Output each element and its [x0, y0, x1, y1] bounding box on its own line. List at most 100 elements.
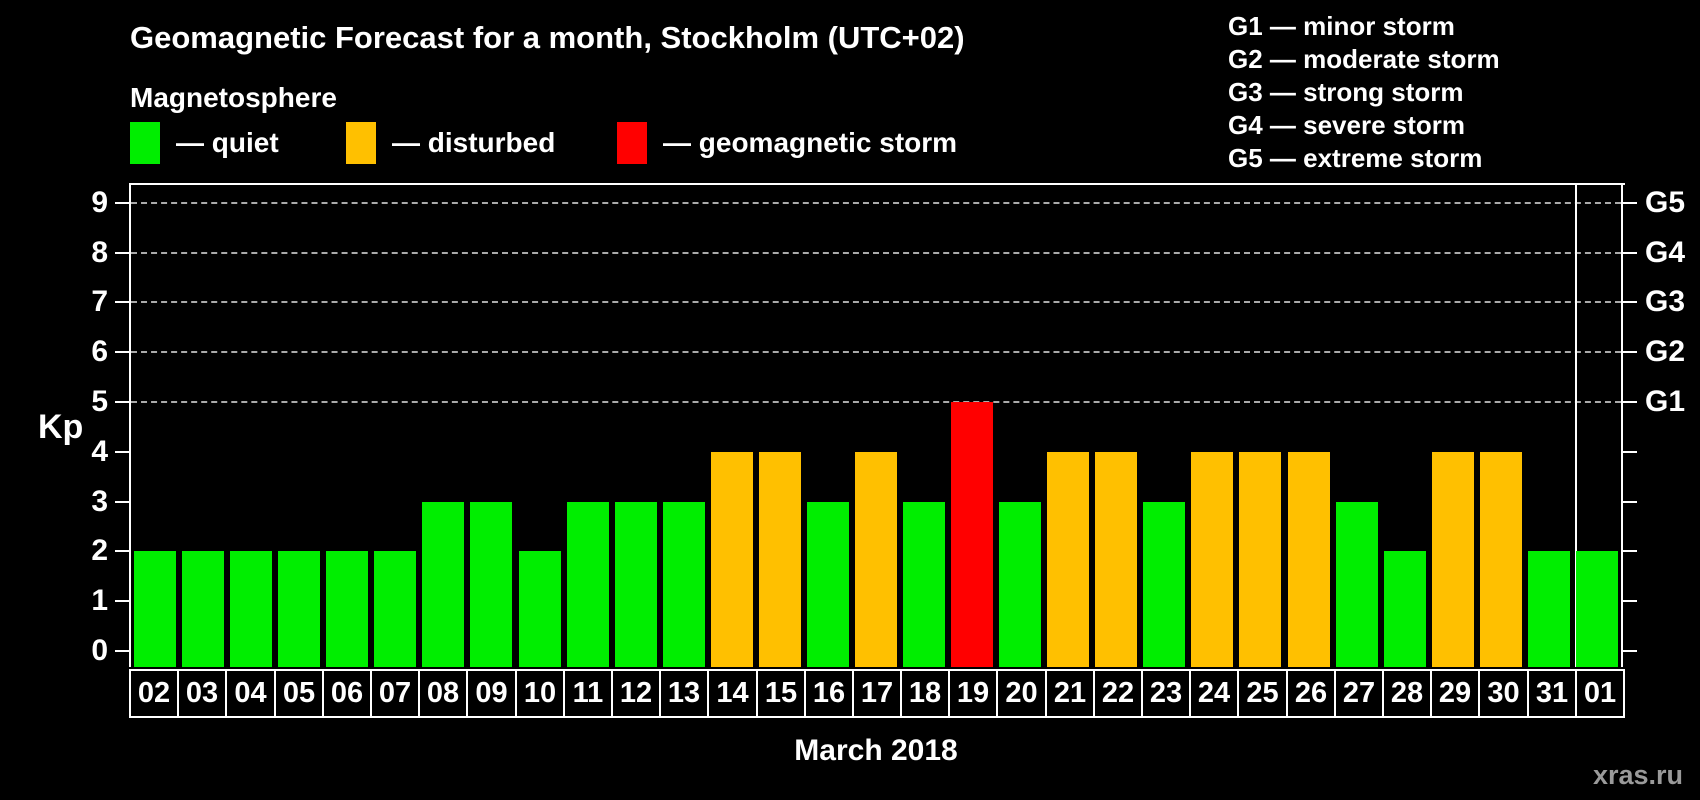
right-axis-tick: [1623, 351, 1637, 353]
y-axis-tick: [115, 600, 129, 602]
gridline-kp6: [131, 351, 1621, 353]
x-axis-day-cell: 07: [370, 669, 420, 718]
kp-bar-day-21: [1047, 452, 1089, 667]
kp-bar-day-24: [1191, 452, 1233, 667]
storm-scale-g2: G2 — moderate storm: [1228, 44, 1500, 74]
kp-bar-day-29: [1432, 452, 1474, 667]
right-axis-tick: [1623, 501, 1637, 503]
right-axis-tick: [1623, 252, 1637, 254]
x-axis-day-cell: 31: [1527, 669, 1577, 718]
kp-bar-day-18: [903, 502, 945, 667]
x-axis-day-cell: 18: [900, 669, 950, 718]
x-axis-day-cell: 15: [756, 669, 806, 718]
x-axis-day-cell: 26: [1286, 669, 1336, 718]
gridline-kp7: [131, 301, 1621, 303]
y-axis-tick: [115, 501, 129, 503]
x-axis-day-cell: 10: [515, 669, 565, 718]
kp-bar-day-05: [278, 551, 320, 667]
kp-bar-day-16: [807, 502, 849, 667]
kp-bar-day-10: [519, 551, 561, 667]
kp-bar-day-09: [470, 502, 512, 667]
storm-color-swatch: [617, 122, 647, 164]
kp-bar-day-31: [1528, 551, 1570, 667]
y-axis-tick: [115, 550, 129, 552]
kp-bar-day-26: [1288, 452, 1330, 667]
storm-scale-legend: G1 — minor storm G2 — moderate storm G3 …: [1228, 10, 1500, 175]
legend-item-storm: — geomagnetic storm: [617, 120, 957, 166]
kp-bar-day-06: [326, 551, 368, 667]
x-axis-day-cell: 06: [322, 669, 372, 718]
y-axis-title: Kp: [38, 408, 84, 446]
x-axis-day-cell: 08: [418, 669, 468, 718]
g-scale-tick-label: G1: [1645, 385, 1686, 418]
legend-item-quiet: — quiet: [130, 120, 279, 166]
gridline-kp9: [131, 202, 1621, 204]
y-axis-tick-label: 8: [91, 236, 108, 269]
kp-bar-day-28: [1384, 551, 1426, 667]
kp-bar-day-19: [951, 402, 993, 667]
kp-bar-day-25: [1239, 452, 1281, 667]
x-axis-day-cell: 04: [225, 669, 276, 718]
right-axis-tick: [1623, 401, 1637, 403]
y-axis-tick-label: 2: [91, 534, 108, 567]
kp-bar-day-14: [711, 452, 753, 667]
disturbed-color-swatch: [346, 122, 376, 164]
x-axis-day-cell: 29: [1430, 669, 1480, 718]
kp-bar-day-13: [663, 502, 705, 667]
month-separator-line: [1575, 185, 1577, 667]
x-axis-day-cell: 19: [948, 669, 998, 718]
kp-bar-day-20: [999, 502, 1041, 667]
g-scale-tick-label: G3: [1645, 285, 1686, 318]
y-axis-line: [129, 183, 131, 667]
legend-label-disturbed: — disturbed: [392, 127, 556, 158]
y-axis-tick-label: 6: [91, 335, 108, 368]
kp-bar-day-08: [422, 502, 464, 667]
kp-bar-day-23: [1143, 502, 1185, 667]
x-axis-day-cell: 11: [563, 669, 613, 718]
x-axis-day-cell: 03: [177, 669, 227, 718]
x-axis-day-cell: 23: [1141, 669, 1191, 718]
y-axis-tick: [115, 650, 129, 652]
y-axis-tick-label: 0: [91, 634, 108, 667]
kp-bar-day-03: [182, 551, 224, 667]
kp-bar-day-07: [374, 551, 416, 667]
x-axis-day-cell: 20: [996, 669, 1047, 718]
g-scale-tick-label: G2: [1645, 335, 1686, 368]
right-axis-tick: [1623, 550, 1637, 552]
x-axis-day-cell: 14: [707, 669, 758, 718]
y-axis-tick-label: 3: [91, 485, 108, 518]
y-axis-tick: [115, 401, 129, 403]
y-axis-tick-label: 1: [91, 584, 108, 617]
right-axis-line: [1621, 183, 1623, 667]
legend-label-quiet: — quiet: [176, 127, 279, 158]
x-axis-day-cell: 01: [1575, 669, 1625, 718]
y-axis-tick: [115, 202, 129, 204]
x-axis-day-cell: 16: [804, 669, 854, 718]
y-axis-tick: [115, 451, 129, 453]
y-axis-tick-label: 5: [91, 385, 108, 418]
right-axis-tick: [1623, 600, 1637, 602]
legend-label-storm: — geomagnetic storm: [663, 127, 958, 158]
right-axis-tick: [1623, 650, 1637, 652]
right-axis-tick: [1623, 451, 1637, 453]
right-axis-tick: [1623, 301, 1637, 303]
storm-scale-g1: G1 — minor storm: [1228, 11, 1455, 41]
x-axis-day-cell: 22: [1093, 669, 1143, 718]
x-axis-day-cell: 05: [274, 669, 324, 718]
kp-bar-day-30: [1480, 452, 1522, 667]
y-axis-tick-label: 7: [91, 285, 108, 318]
gridline-kp5: [131, 401, 1621, 403]
kp-bar-day-12: [615, 502, 657, 667]
y-axis-tick: [115, 301, 129, 303]
x-axis-day-cell: 30: [1478, 669, 1529, 718]
y-axis-tick: [115, 252, 129, 254]
x-axis-day-cell: 17: [852, 669, 902, 718]
legend-item-disturbed: — disturbed: [346, 120, 555, 166]
storm-scale-g3: G3 — strong storm: [1228, 77, 1464, 107]
storm-scale-g5: G5 — extreme storm: [1228, 143, 1483, 173]
kp-bar-day-01: [1576, 551, 1618, 667]
x-axis-day-cell: 24: [1189, 669, 1239, 718]
x-axis-title: March 2018: [794, 734, 958, 767]
g-scale-tick-label: G5: [1645, 186, 1686, 219]
